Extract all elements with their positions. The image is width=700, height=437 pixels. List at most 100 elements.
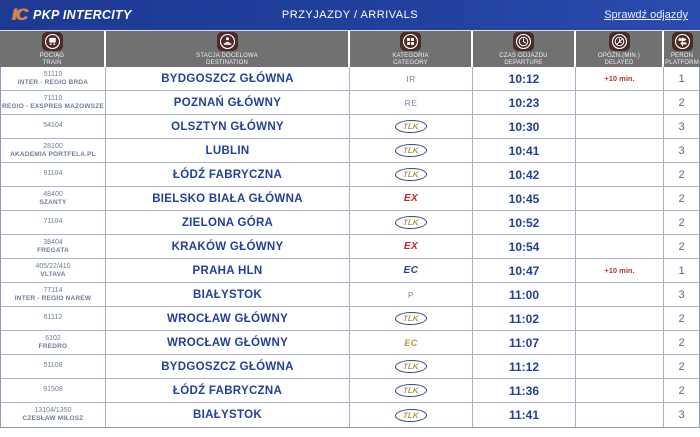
platform-label: 2 xyxy=(678,312,685,325)
platform-label: 2 xyxy=(678,240,685,253)
delay-label: +10 min. xyxy=(604,74,635,83)
train-name: VLTAVA xyxy=(40,270,66,278)
platform-cell: 2 xyxy=(664,355,699,378)
category-logo: TLK xyxy=(394,216,428,229)
column-label: CZAS ODJAZDU DEPARTURE xyxy=(499,53,548,66)
table-row: 405/22/410 VLTAVA PRAHA HLN EC 10:47 +10… xyxy=(1,259,699,283)
platform-cell: 3 xyxy=(664,283,699,306)
time-label: 11:36 xyxy=(508,383,540,398)
train-cell: 77114 INTER - REGIO NAREW xyxy=(1,283,106,306)
train-name: INTER - REGIO NAREW xyxy=(14,294,92,302)
train-number: 71104 xyxy=(43,218,63,226)
time-label: 11:12 xyxy=(508,359,540,374)
delay-cell xyxy=(576,115,664,138)
destination-cell: BYDGOSZCZ GŁÓWNA xyxy=(106,355,350,378)
platform-cell: 2 xyxy=(664,187,699,210)
destination-cell: BYDGOSZCZ GŁÓWNA xyxy=(106,67,350,90)
time-cell: 11:00 xyxy=(473,283,576,306)
time-label: 11:07 xyxy=(508,335,540,350)
category-cell: IR xyxy=(350,67,473,90)
delayed-clock-icon xyxy=(608,32,630,51)
time-cell: 10:45 xyxy=(473,187,576,210)
table-row: 6102 FREDRO WROCŁAW GŁÓWNY EC 11:07 2 xyxy=(1,331,699,355)
table-row: 28100 AKADEMIA PORTFELA.PL LUBLIN TLK 10… xyxy=(1,139,699,163)
category-logo: EC xyxy=(403,265,419,276)
train-cell: 38404 FREGATA xyxy=(1,235,106,258)
train-name: AKADEMIA PORTFELA.PL xyxy=(10,150,96,158)
delay-label: +10 min. xyxy=(604,266,635,275)
column-header-train: POCIĄG TRAIN xyxy=(0,31,106,67)
time-label: 10:12 xyxy=(508,71,540,86)
category-logo: TLK xyxy=(394,408,428,422)
category-cell: TLK xyxy=(350,403,473,427)
time-cell: 10:52 xyxy=(473,211,576,234)
time-cell: 10:47 xyxy=(473,259,576,282)
column-header-destination: STACJA DOCELOWA DESTINATION xyxy=(106,31,350,67)
train-number: 6102 xyxy=(45,334,61,342)
column-label: STACJA DOCELOWA DESTINATION xyxy=(196,53,258,66)
destination-label: BYDGOSZCZ GŁÓWNA xyxy=(161,360,294,373)
destination-cell: BIAŁYSTOK xyxy=(106,283,350,306)
train-number: 38404 xyxy=(43,238,63,246)
delay-cell xyxy=(576,91,664,114)
destination-cell: ZIELONA GÓRA xyxy=(106,211,350,234)
train-cell: 61112 xyxy=(1,307,106,330)
platform-cell: 3 xyxy=(664,139,699,162)
category-logo: TLK xyxy=(394,360,428,373)
destination-label: BIAŁYSTOK xyxy=(193,288,262,301)
platform-cell: 3 xyxy=(664,115,699,138)
destination-label: BIAŁYSTOK xyxy=(193,409,262,421)
train-cell: 28100 AKADEMIA PORTFELA.PL xyxy=(1,139,106,162)
time-cell: 10:12 xyxy=(473,67,576,90)
delay-cell: +10 min. xyxy=(576,259,664,282)
time-label: 10:42 xyxy=(508,167,540,182)
top-bar: IC PKP INTERCITY PRZYJAZDY / ARRIVALS Sp… xyxy=(0,0,700,30)
table-row: 54104 OLSZTYN GŁÓWNY TLK 10:30 3 xyxy=(1,115,699,139)
train-cell: 91508 xyxy=(1,379,106,402)
category-logo: IR xyxy=(406,73,416,84)
train-number: 51108 xyxy=(43,362,63,370)
category-logo: RE xyxy=(404,97,418,108)
platform-label: 2 xyxy=(678,168,685,181)
destination-label: KRAKÓW GŁÓWNY xyxy=(171,240,284,253)
platform-label: 3 xyxy=(678,288,685,301)
platform-label: 1 xyxy=(678,72,685,85)
train-name: FREGATA xyxy=(37,246,69,254)
time-cell: 10:41 xyxy=(473,139,576,162)
train-cell: 91104 xyxy=(1,163,106,186)
category-logo: TLK xyxy=(394,144,428,157)
column-label: POCIĄG TRAIN xyxy=(39,53,65,66)
time-label: 10:47 xyxy=(508,263,540,278)
destination-cell: BIAŁYSTOK xyxy=(106,403,350,427)
logo-title: PKP INTERCITY xyxy=(33,8,132,22)
time-label: 11:02 xyxy=(508,311,540,326)
time-label: 10:54 xyxy=(508,239,540,254)
category-logo: TLK xyxy=(394,384,428,397)
destination-label: LUBLIN xyxy=(205,144,250,157)
train-cell: 405/22/410 VLTAVA xyxy=(1,259,106,282)
train-number: 13104/1350 xyxy=(34,407,72,415)
column-header-time: CZAS ODJAZDU DEPARTURE xyxy=(473,31,576,67)
category-cell: RE xyxy=(350,91,473,114)
delay-cell xyxy=(576,307,664,330)
train-cell: 13104/1350 CZESŁAW MIŁOSZ xyxy=(1,403,106,427)
time-cell: 11:36 xyxy=(473,379,576,402)
platform-label: 2 xyxy=(678,360,685,373)
time-cell: 11:02 xyxy=(473,307,576,330)
platform-label: 2 xyxy=(678,96,685,109)
check-departures-link[interactable]: Sprawdź odjazdy xyxy=(604,9,688,21)
delay-cell xyxy=(576,379,664,402)
platform-label: 1 xyxy=(678,264,685,277)
time-label: 10:45 xyxy=(508,191,540,206)
table-row: 13104/1350 CZESŁAW MIŁOSZ BIAŁYSTOK TLK … xyxy=(1,403,699,427)
delay-cell xyxy=(576,283,664,306)
destination-label: OLSZTYN GŁÓWNY xyxy=(171,120,284,133)
platform-cell: 2 xyxy=(664,379,699,402)
table-header: POCIĄG TRAIN STACJA DOCELOWA DESTINATION xyxy=(0,30,700,67)
time-cell: 11:41 xyxy=(473,403,576,427)
platform-cell: 3 xyxy=(664,403,699,427)
train-cell: 6102 FREDRO xyxy=(1,331,106,354)
train-name: REGIO - EXSPRES MAZOWSZE xyxy=(2,102,104,110)
train-cell: 48400 SZANTY xyxy=(1,187,106,210)
time-cell: 11:12 xyxy=(473,355,576,378)
